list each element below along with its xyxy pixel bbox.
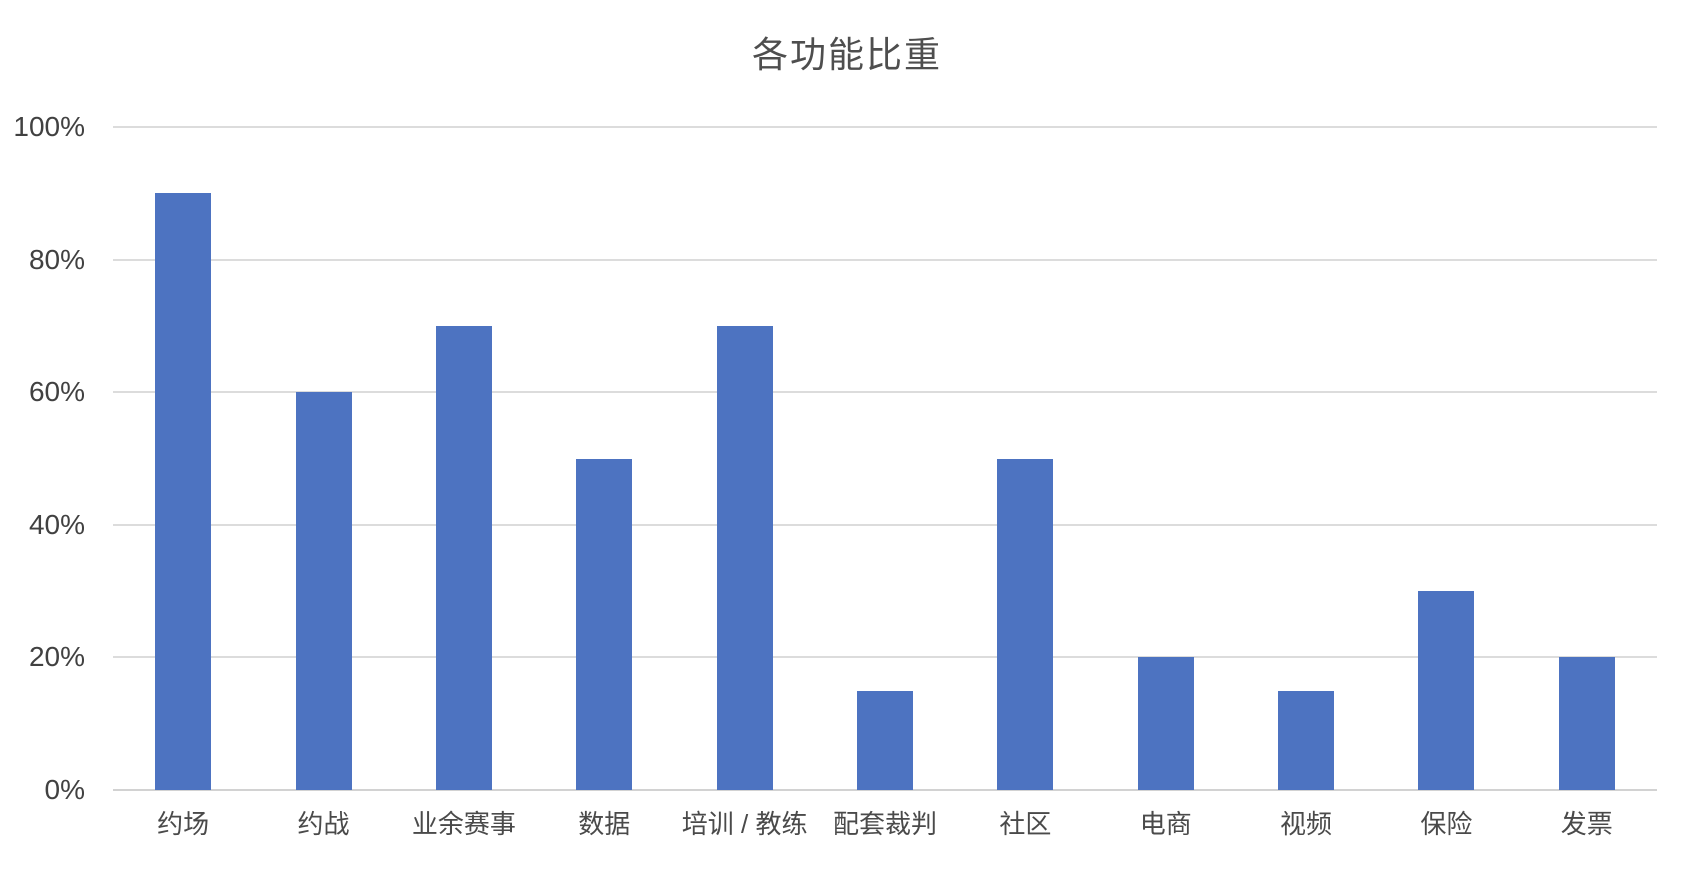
gridline-40 <box>113 523 1657 526</box>
x-category-label: 培训 / 教练 <box>681 809 808 839</box>
y-tick-label-20: 20% <box>28 641 85 673</box>
bar-slot <box>815 127 955 790</box>
bar-slot <box>674 127 814 790</box>
x-category-label: 电商 <box>1139 809 1192 839</box>
gridline-100 <box>113 126 1657 128</box>
bar-slot <box>253 127 393 790</box>
x-axis: 约场 约战 业余赛事 数据 培训 / 教练 配套裁判 社区 电商 视频 保险 发票 <box>113 804 1657 841</box>
gridline-60 <box>113 391 1657 394</box>
y-tick-label-80: 80% <box>28 243 85 275</box>
bar-业余赛事 <box>435 325 492 790</box>
bar-slot <box>113 127 253 790</box>
y-tick-label-40: 40% <box>28 508 85 540</box>
bar-slot <box>394 127 534 790</box>
x-category-label: 社区 <box>999 809 1052 839</box>
x-category-label: 数据 <box>578 809 631 839</box>
bar-发票 <box>1558 657 1615 790</box>
bar-配套裁判 <box>856 690 913 790</box>
bar-slot <box>1517 127 1657 790</box>
gridline-20 <box>113 656 1657 659</box>
bar-视频 <box>1278 690 1335 790</box>
bars-container <box>113 127 1657 790</box>
x-category-label: 约战 <box>297 809 350 839</box>
bar-slot <box>1096 127 1236 790</box>
x-category-label: 业余赛事 <box>411 809 516 839</box>
gridline-80 <box>113 258 1657 261</box>
bar-约战 <box>295 392 352 790</box>
bar-slot <box>1236 127 1376 790</box>
y-axis: 100% 80% 60% 40% 20% 0% <box>0 0 85 878</box>
chart-title: 各功能比重 <box>751 34 942 75</box>
x-category-label: 配套裁判 <box>832 809 937 839</box>
x-category-label: 发票 <box>1560 809 1613 839</box>
y-tick-label-60: 60% <box>28 376 85 408</box>
bar-slot <box>1376 127 1516 790</box>
bar-电商 <box>1137 657 1194 790</box>
bar-社区 <box>997 458 1054 790</box>
x-category-label: 保险 <box>1420 809 1473 839</box>
y-tick-label-0: 0% <box>44 774 85 805</box>
x-category-label: 约场 <box>157 809 210 839</box>
bar-数据 <box>576 458 633 790</box>
bar-slot <box>534 127 674 790</box>
bar-约场 <box>155 193 212 790</box>
bar-培训 / 教练 <box>716 325 773 790</box>
y-tick-label-100: 100% <box>13 111 85 142</box>
x-axis-line <box>113 789 1657 791</box>
bar-slot <box>955 127 1095 790</box>
bar-保险 <box>1418 591 1475 790</box>
plot-area <box>113 126 1657 791</box>
x-category-label: 视频 <box>1280 809 1333 839</box>
